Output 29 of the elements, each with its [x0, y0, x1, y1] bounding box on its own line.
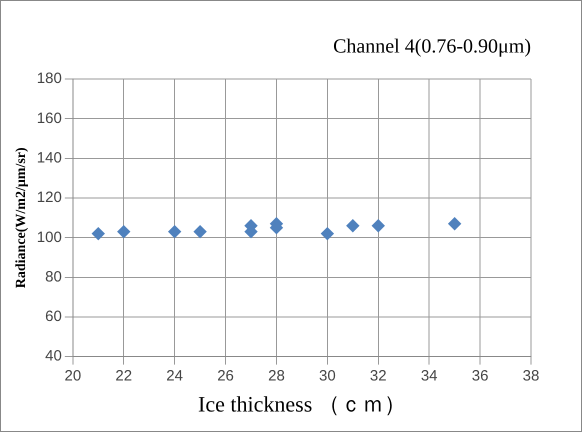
y-tick-label: 160 [36, 110, 62, 127]
x-tick-label: 20 [64, 368, 82, 385]
x-tick-label: 30 [319, 368, 336, 385]
x-tick-label: 24 [166, 368, 183, 385]
x-tick-label: 22 [115, 368, 132, 385]
y-tick-label: 80 [45, 268, 62, 286]
x-tick-label: 32 [370, 368, 387, 385]
y-tick-label: 140 [36, 149, 62, 166]
x-axis-title: Ice thickness （ｃｍ） [198, 392, 406, 417]
point [320, 227, 334, 240]
y-tick-label: 100 [36, 228, 62, 246]
x-tick-label: 38 [522, 368, 540, 385]
x-tick-label: 34 [420, 368, 438, 385]
y-tick-label: 40 [45, 348, 62, 365]
point [346, 219, 360, 232]
point [372, 219, 385, 232]
y-tick-label: 60 [45, 308, 62, 326]
y-axis-title: Radiance(W/m2/μm/sr) [14, 147, 30, 288]
point [448, 217, 462, 230]
x-tick-label: 28 [268, 368, 285, 385]
point [92, 227, 105, 240]
x-tick-label: 36 [472, 368, 488, 385]
y-tick-label: 120 [36, 189, 62, 206]
chart-title: Channel 4(0.76-0.90μm) [333, 35, 531, 58]
point [168, 225, 182, 238]
point [117, 225, 130, 238]
point [194, 225, 207, 238]
y-tick-label: 180 [36, 70, 62, 88]
x-tick-label: 26 [217, 368, 234, 385]
